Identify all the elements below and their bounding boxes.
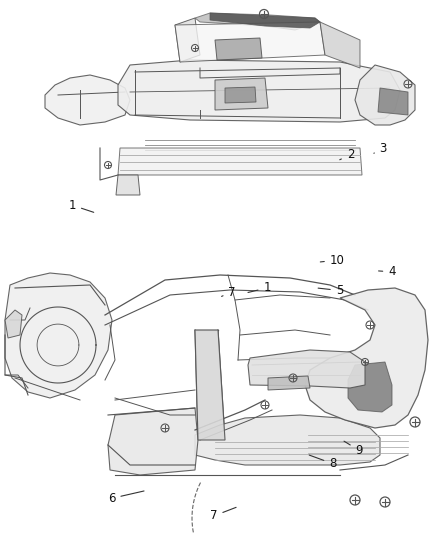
Polygon shape	[320, 22, 360, 68]
Polygon shape	[268, 376, 310, 390]
Polygon shape	[378, 88, 408, 115]
Text: 5: 5	[318, 284, 343, 297]
Text: 10: 10	[320, 254, 345, 266]
Text: 7: 7	[222, 286, 236, 298]
Polygon shape	[225, 87, 256, 103]
Polygon shape	[45, 75, 130, 125]
Polygon shape	[215, 78, 268, 110]
Polygon shape	[108, 408, 198, 475]
Text: 8: 8	[309, 455, 336, 470]
Polygon shape	[5, 273, 112, 398]
Polygon shape	[195, 13, 320, 30]
Text: 3: 3	[374, 142, 387, 155]
Polygon shape	[215, 38, 262, 60]
Polygon shape	[118, 148, 362, 175]
Text: 1: 1	[68, 199, 94, 212]
Polygon shape	[195, 330, 225, 440]
Polygon shape	[118, 60, 400, 122]
Polygon shape	[248, 350, 365, 388]
Polygon shape	[175, 22, 325, 62]
Polygon shape	[5, 310, 22, 338]
Text: 6: 6	[108, 491, 144, 505]
Text: 1: 1	[248, 281, 271, 294]
Polygon shape	[355, 65, 415, 125]
Polygon shape	[348, 362, 392, 412]
Text: 2: 2	[340, 148, 354, 161]
Polygon shape	[175, 18, 200, 62]
Text: 7: 7	[210, 507, 236, 522]
Polygon shape	[195, 415, 380, 465]
Polygon shape	[305, 288, 428, 428]
Text: 4: 4	[378, 265, 396, 278]
Polygon shape	[210, 13, 320, 28]
Text: 9: 9	[344, 441, 363, 457]
Polygon shape	[116, 175, 140, 195]
